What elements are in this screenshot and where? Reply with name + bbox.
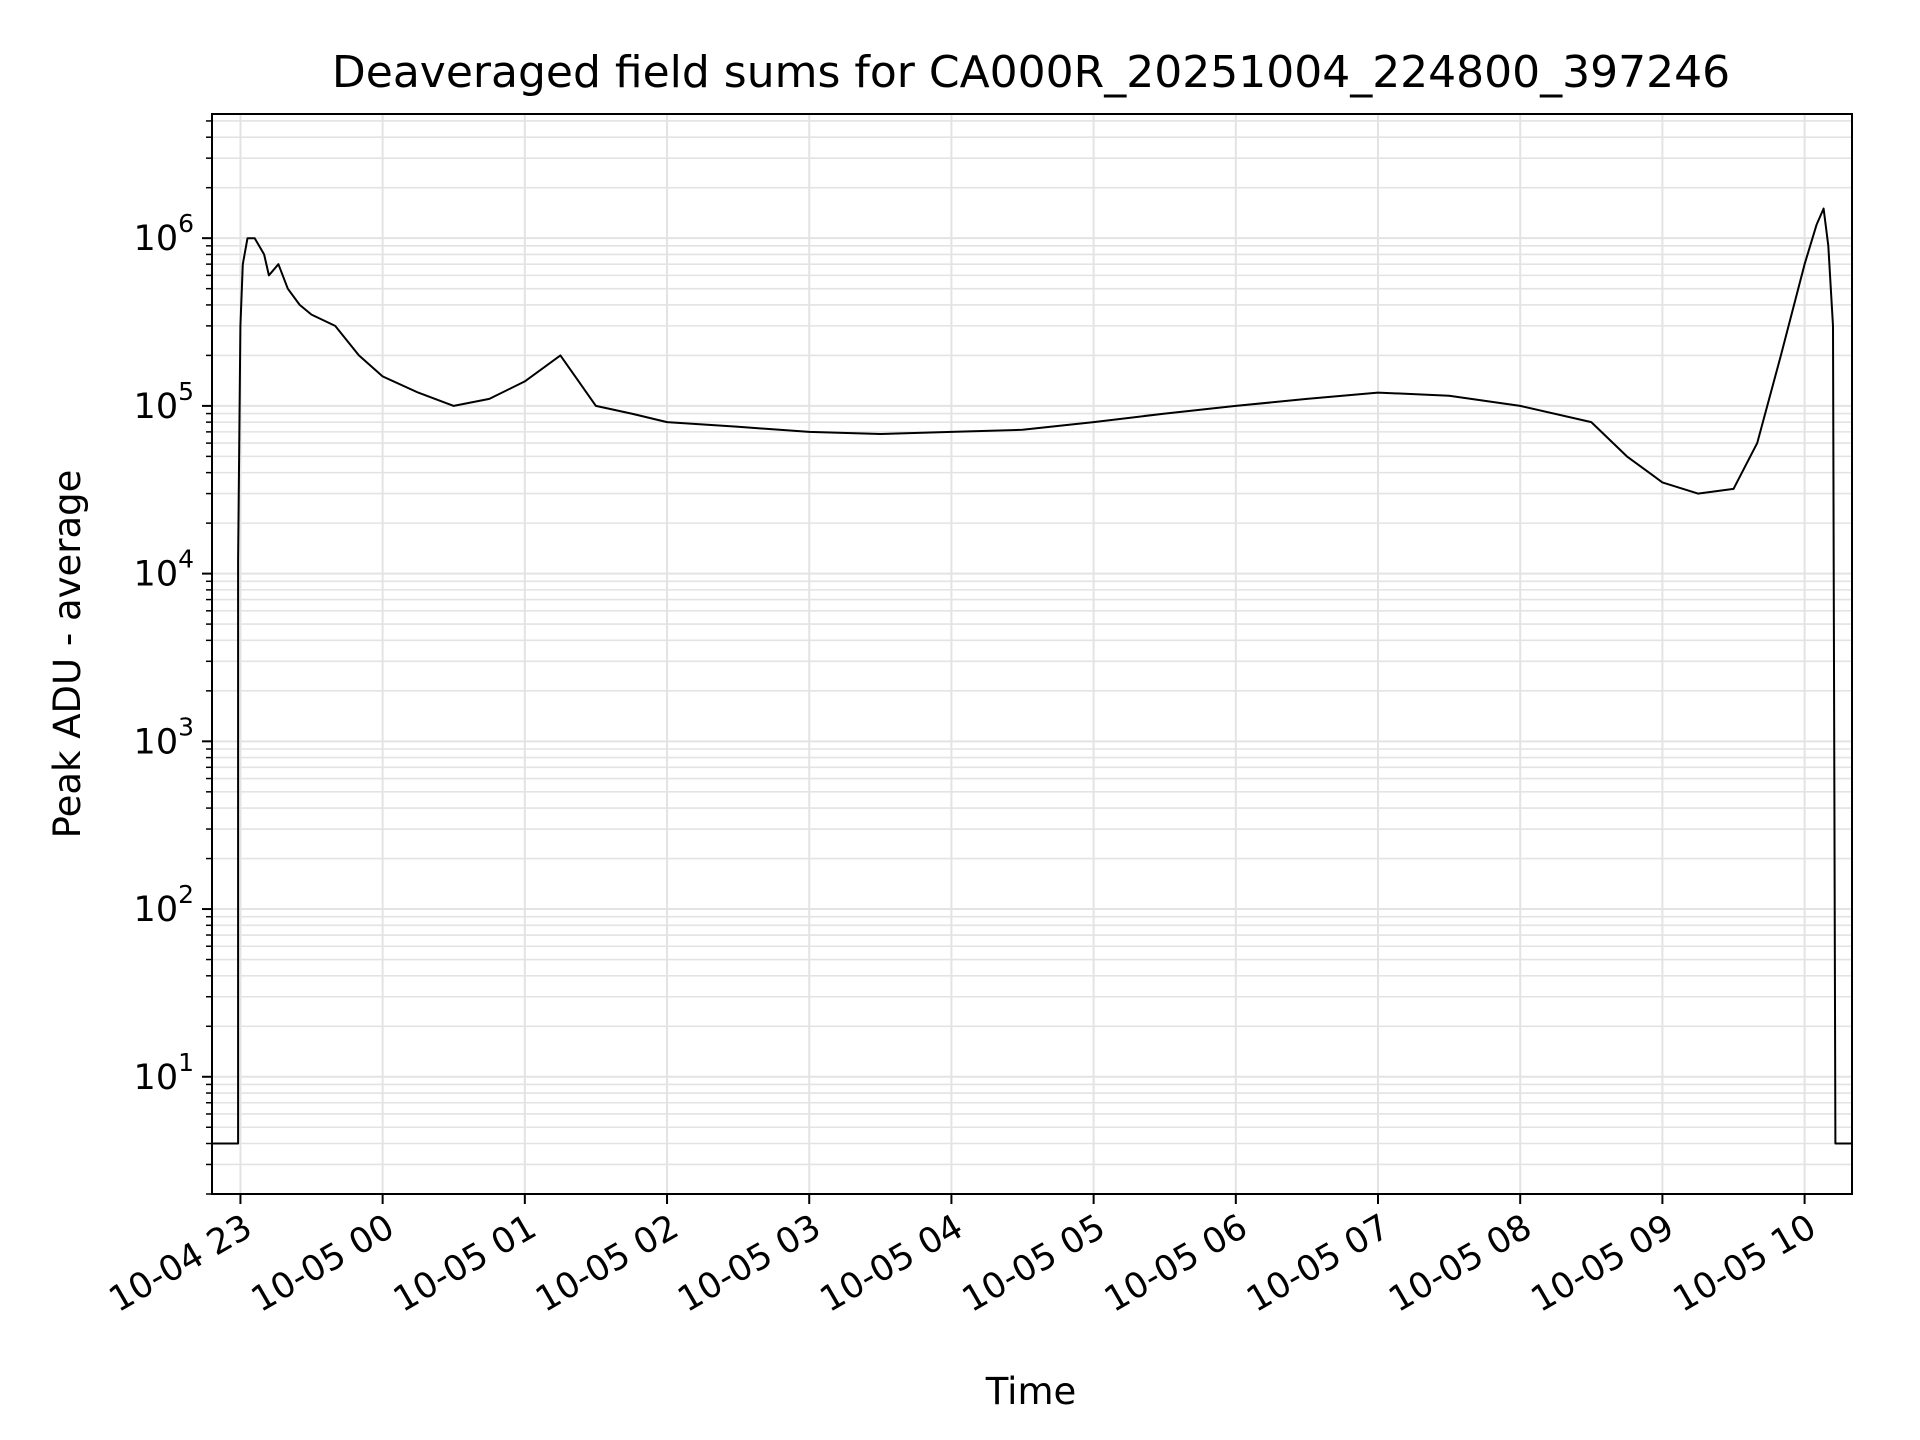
- y-tick-exponent: 3: [178, 712, 194, 741]
- y-tick-exponent: 4: [178, 545, 194, 574]
- series-layer: [212, 207, 1852, 1145]
- y-tick-base: 10: [134, 722, 179, 762]
- y-tick-label: 101: [134, 1048, 194, 1098]
- y-tick-label: 105: [134, 377, 194, 427]
- y-tick-exponent: 2: [178, 880, 194, 909]
- grid: [212, 114, 1852, 1195]
- y-tick-label: 104: [134, 545, 194, 595]
- y-axis-label: Peak ADU - average: [46, 470, 89, 839]
- y-tick-exponent: 5: [178, 377, 194, 406]
- x-axis-label: Time: [985, 1370, 1077, 1413]
- y-tick-label: 103: [134, 712, 194, 762]
- y-tick-label: 102: [134, 880, 194, 930]
- y-tick-base: 10: [134, 555, 179, 595]
- y-tick-label: 106: [134, 209, 194, 259]
- plot-frame: [211, 113, 1853, 1195]
- y-tick-base: 10: [134, 387, 179, 427]
- y-tick-base: 10: [134, 219, 179, 259]
- y-tick-exponent: 1: [178, 1048, 194, 1077]
- chart-title: Deaveraged field sums for CA000R_2025100…: [332, 47, 1730, 98]
- y-tick-base: 10: [134, 890, 179, 930]
- series-line-0: [212, 207, 1852, 1145]
- y-tick-base: 10: [134, 1058, 179, 1098]
- y-tick-exponent: 6: [178, 209, 194, 238]
